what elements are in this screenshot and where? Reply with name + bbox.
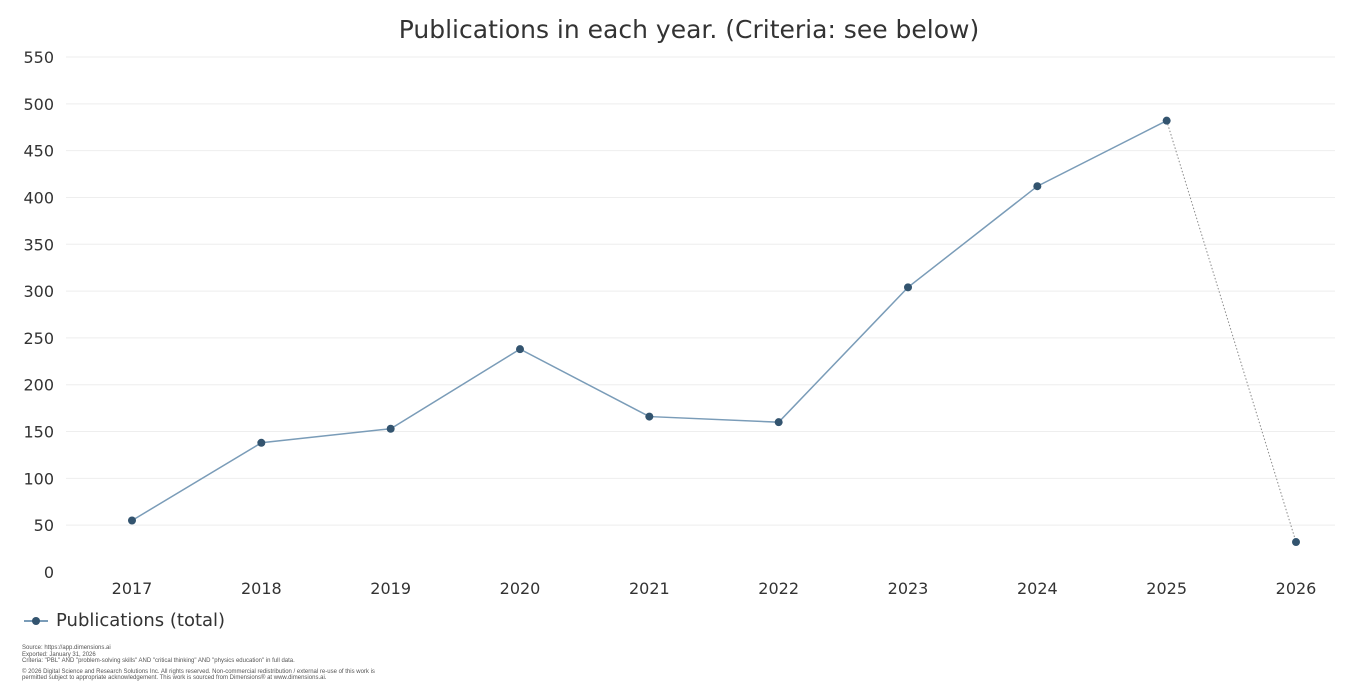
y-tick-label: 550 — [23, 48, 54, 67]
chart-footer: Source: https://app.dimensions.ai Export… — [22, 645, 722, 682]
grid-lines — [66, 56, 1335, 526]
x-tick-label: 2025 — [1146, 579, 1187, 598]
data-point[interactable] — [257, 438, 266, 447]
footer-criteria: Criteria: "PBL" AND "problem-solving ski… — [22, 658, 295, 664]
x-tick-label: 2023 — [888, 579, 929, 598]
y-tick-label: 100 — [23, 469, 54, 488]
chart-title: Publications in each year. (Criteria: se… — [399, 15, 979, 44]
x-tick-label: 2024 — [1017, 579, 1058, 598]
footer-source: Source: https://app.dimensions.ai — [22, 645, 111, 651]
data-point[interactable] — [386, 424, 395, 433]
data-point[interactable] — [516, 345, 524, 354]
legend-swatch-icon — [24, 616, 48, 625]
publications-line-chart: Publications in each year. (Criteria: se… — [23, 15, 1335, 598]
x-tick-label: 2018 — [241, 579, 282, 598]
data-point[interactable] — [1292, 538, 1300, 547]
series-line — [131, 120, 1168, 522]
x-tick-label: 2022 — [758, 579, 799, 598]
data-point[interactable] — [1033, 182, 1042, 191]
y-axis-ticks: 0 50 100 150 200 250 300 350 400 450 500 550 — [23, 48, 54, 582]
x-tick-label: 2017 — [112, 579, 153, 598]
y-tick-label: 500 — [23, 95, 54, 114]
data-point[interactable] — [904, 283, 912, 292]
y-tick-label: 450 — [23, 142, 54, 161]
footer-copyright-line-1: © 2026 Digital Science and Research Solu… — [22, 668, 375, 675]
series-points — [128, 116, 1300, 547]
y-tick-label: 200 — [23, 376, 54, 395]
y-tick-label: 0 — [44, 563, 54, 582]
footer-copyright-line-2: permitted subject to appropriate acknowl… — [22, 675, 327, 681]
y-tick-label: 400 — [23, 188, 54, 207]
data-point[interactable] — [774, 418, 783, 427]
data-point[interactable] — [645, 412, 654, 421]
y-tick-label: 300 — [23, 282, 54, 301]
x-tick-label: 2019 — [370, 579, 411, 598]
x-tick-label: 2021 — [629, 579, 670, 598]
y-tick-label: 350 — [23, 235, 54, 254]
data-point[interactable] — [128, 516, 136, 525]
x-axis-ticks: 2017 2018 2019 2020 2021 2022 2023 2024 2025 2026 — [112, 579, 1317, 598]
data-point[interactable] — [1162, 116, 1171, 125]
chart-legend[interactable]: Publications (total) — [22, 610, 225, 631]
y-tick-label: 150 — [23, 423, 54, 442]
legend-label: Publications (total) — [56, 610, 226, 631]
y-tick-label: 250 — [23, 329, 54, 348]
footer-exported: Exported: January 31, 2026 — [22, 651, 96, 658]
x-tick-label: 2020 — [500, 579, 541, 598]
y-tick-label: 50 — [34, 516, 54, 535]
x-tick-label: 2026 — [1276, 579, 1317, 598]
